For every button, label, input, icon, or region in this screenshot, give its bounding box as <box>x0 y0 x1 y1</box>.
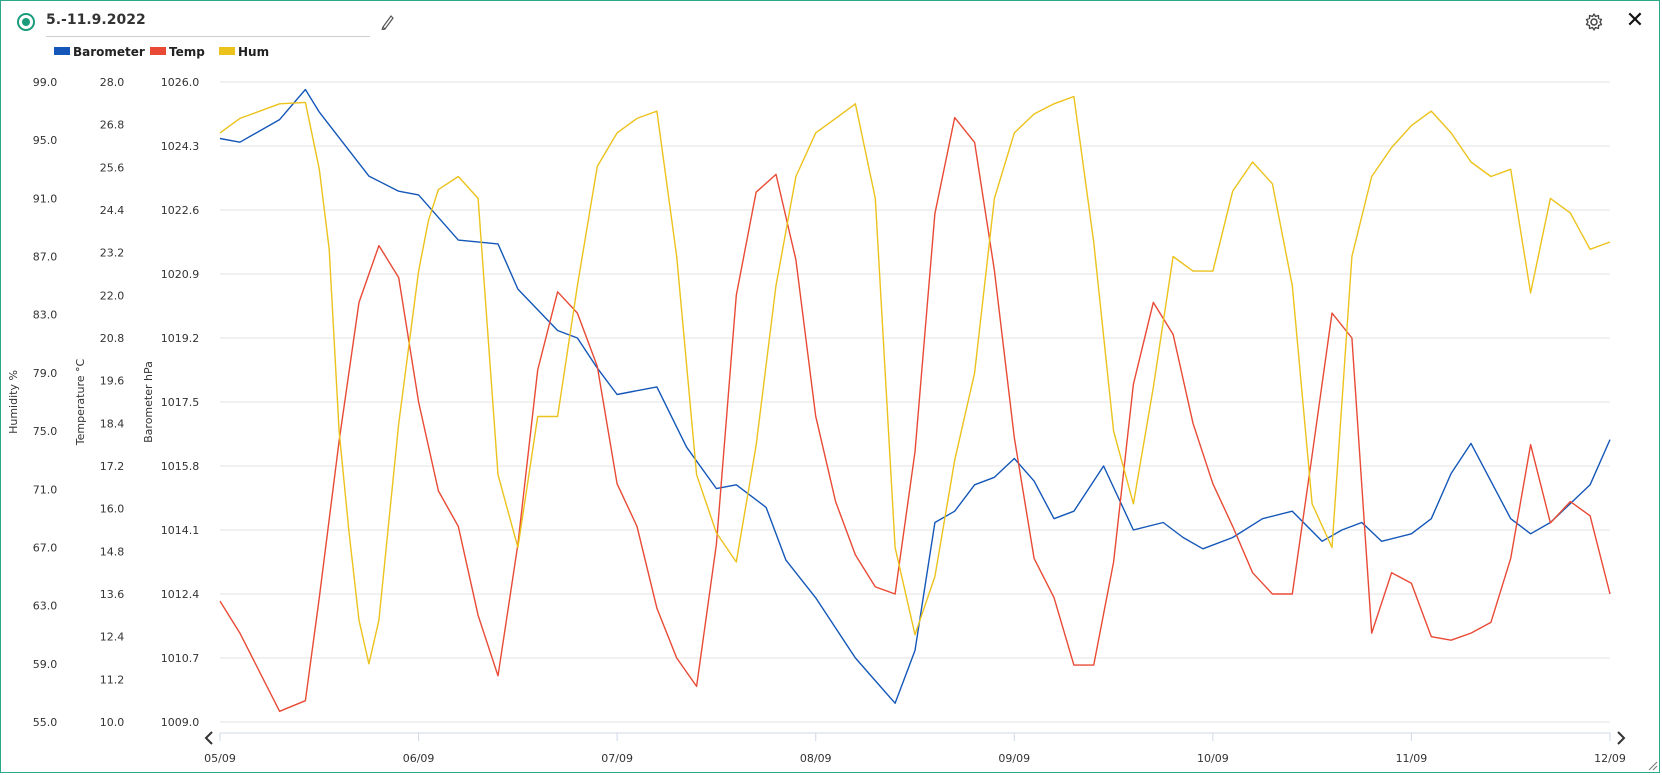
title-field[interactable]: 5.-11.9.2022 <box>46 8 370 37</box>
y-tick-label-baro: 1012.4 <box>161 588 200 601</box>
y-tick-label-temp: 11.2 <box>100 673 125 686</box>
chevron-left-icon[interactable] <box>202 730 216 746</box>
x-tick-label: 05/09 <box>204 752 236 765</box>
pencil-icon[interactable] <box>380 14 394 30</box>
y-tick-label-baro: 1022.6 <box>161 204 200 217</box>
x-tick-label: 08/09 <box>800 752 832 765</box>
resize-grip-icon[interactable] <box>1648 761 1658 771</box>
x-tick-label: 12/09 <box>1594 752 1626 765</box>
y-tick-label-baro: 1010.7 <box>161 652 200 665</box>
y-tick-label-baro: 1024.3 <box>161 140 200 153</box>
series-lines <box>219 88 1611 712</box>
y-axis-title-temp: Temperature °C <box>74 359 87 447</box>
y-tick-label-temp: 14.8 <box>100 545 125 558</box>
status-indicator-icon[interactable] <box>17 13 35 31</box>
gridlines <box>220 81 1610 723</box>
y-tick-label-hum: 71.0 <box>33 483 58 496</box>
legend-item-barometer[interactable]: Barometer <box>54 45 145 61</box>
y-tick-label-temp: 13.6 <box>100 588 125 601</box>
y-tick-label-hum: 83.0 <box>33 309 58 322</box>
chart-title: 5.-11.9.2022 <box>46 12 146 28</box>
legend-label: Temp <box>169 45 205 59</box>
y-tick-label-baro: 1020.9 <box>161 268 200 281</box>
x-tick-label: 07/09 <box>601 752 633 765</box>
y-tick-label-temp: 26.8 <box>100 119 125 132</box>
axes: 05/09 06/09 07/09 08/09 09/09 10/09 11/09 12/09… <box>7 76 1626 765</box>
y-tick-label-baro: 1019.2 <box>161 332 200 345</box>
y-tick-label-hum: 59.0 <box>33 658 58 671</box>
y-tick-label-temp: 16.0 <box>100 503 125 516</box>
legend-item-hum[interactable]: Hum <box>219 45 269 61</box>
y-tick-label-temp: 25.6 <box>100 161 125 174</box>
y-tick-label-temp: 20.8 <box>100 332 125 345</box>
legend-swatch <box>54 47 70 55</box>
series-line-barometer <box>219 88 1611 704</box>
series-line-hum <box>219 95 1611 665</box>
y-tick-label-hum: 99.0 <box>33 76 58 89</box>
legend-swatch <box>219 47 235 55</box>
y-tick-label-temp: 17.2 <box>100 460 125 473</box>
y-tick-label-baro: 1017.5 <box>161 396 200 409</box>
y-axis-title-baro: Barometer hPa <box>142 361 155 443</box>
x-tick-label: 10/09 <box>1197 752 1229 765</box>
y-tick-label-hum: 55.0 <box>33 716 58 729</box>
header-bar: 5.-11.9.2022 ✕ <box>14 8 1648 38</box>
y-tick-label-hum: 67.0 <box>33 541 58 554</box>
y-tick-label-hum: 91.0 <box>33 192 58 205</box>
y-tick-label-hum: 95.0 <box>33 134 58 147</box>
y-tick-label-hum: 75.0 <box>33 425 58 438</box>
x-tick-label: 11/09 <box>1396 752 1428 765</box>
x-tick-label: 09/09 <box>998 752 1030 765</box>
close-icon[interactable]: ✕ <box>1625 8 1645 33</box>
y-tick-label-baro: 1026.0 <box>161 76 200 89</box>
y-tick-label-temp: 19.6 <box>100 375 125 388</box>
y-tick-label-baro: 1015.8 <box>161 460 200 473</box>
y-tick-label-temp: 12.4 <box>100 631 125 644</box>
legend-label: Barometer <box>73 45 145 59</box>
legend-item-temp[interactable]: Temp <box>150 45 205 61</box>
y-tick-label-temp: 10.0 <box>100 716 125 729</box>
legend-swatch <box>150 47 166 55</box>
y-tick-label-baro: 1009.0 <box>161 716 200 729</box>
x-tick-label: 06/09 <box>403 752 435 765</box>
gear-icon[interactable] <box>1584 12 1604 32</box>
y-tick-label-temp: 28.0 <box>100 76 125 89</box>
y-tick-label-hum: 87.0 <box>33 251 58 264</box>
chevron-right-icon[interactable] <box>1614 730 1628 746</box>
y-tick-label-temp: 23.2 <box>100 247 125 260</box>
y-tick-label-temp: 18.4 <box>100 417 125 430</box>
y-tick-label-temp: 22.0 <box>100 289 125 302</box>
y-tick-label-baro: 1014.1 <box>161 524 200 537</box>
legend-label: Hum <box>238 45 270 59</box>
series-line-temp <box>219 116 1611 712</box>
y-tick-label-hum: 79.0 <box>33 367 58 380</box>
y-tick-label-hum: 63.0 <box>33 600 58 613</box>
y-axis-title-hum: Humidity % <box>7 370 20 434</box>
y-tick-label-temp: 24.4 <box>100 204 125 217</box>
